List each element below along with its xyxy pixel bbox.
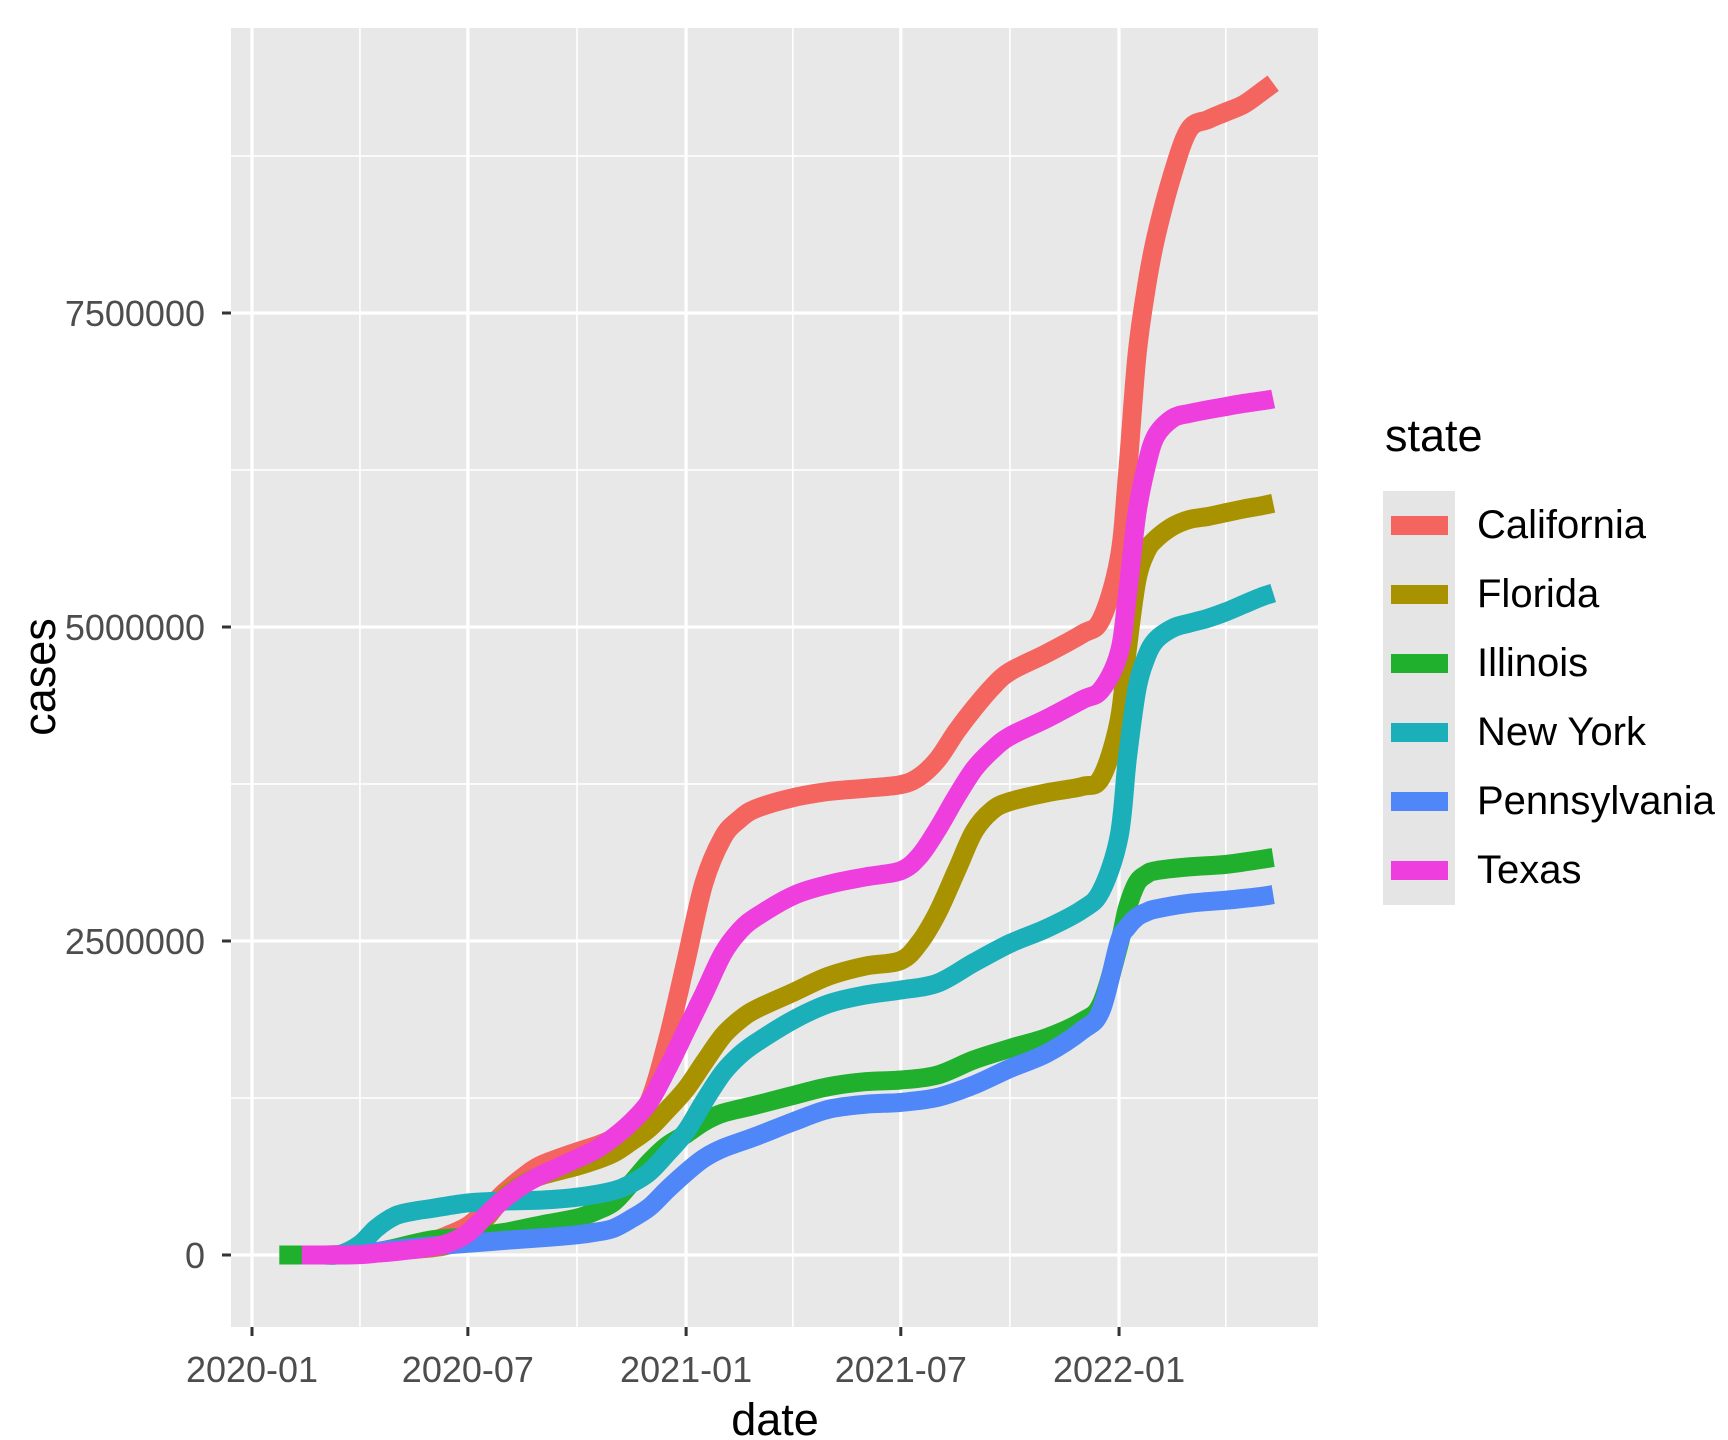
legend-swatch: [1390, 516, 1448, 535]
legend-key: [1383, 767, 1455, 836]
legend-key: [1383, 491, 1455, 560]
legend-key: [1383, 629, 1455, 698]
legend-item-california: California: [1383, 491, 1715, 560]
y-tick-label: 2500000: [65, 921, 205, 962]
legend-swatch: [1390, 654, 1448, 673]
legend-item-florida: Florida: [1383, 560, 1715, 629]
x-axis-title: date: [731, 1394, 819, 1440]
y-tick-label: 7500000: [65, 293, 205, 334]
legend-label: Florida: [1477, 572, 1600, 616]
legend-label: Texas: [1477, 848, 1582, 892]
legend-label: Pennsylvania: [1477, 779, 1715, 823]
x-tick-label: 2021-07: [835, 1349, 967, 1390]
series-line-pennsylvania: [328, 885, 1275, 1265]
legend-label: Illinois: [1477, 641, 1589, 685]
y-tick-label: 5000000: [65, 607, 205, 648]
legend-swatch: [1390, 585, 1448, 604]
x-tick-label: 2020-07: [402, 1349, 534, 1390]
legend: state California Florida Illinois New York P…: [1383, 413, 1715, 905]
legend-key: [1383, 836, 1455, 905]
y-tick-label: 0: [185, 1235, 205, 1276]
legend-items: California Florida Illinois New York Pennsyl…: [1383, 491, 1715, 905]
legend-label: New York: [1477, 710, 1646, 754]
legend-item-new-york: New York: [1383, 698, 1715, 767]
x-tick-label: 2022-01: [1053, 1349, 1185, 1390]
legend-title: state: [1385, 410, 1483, 461]
legend-swatch: [1390, 723, 1448, 742]
legend-swatch: [1390, 792, 1448, 811]
series-line-texas: [301, 389, 1276, 1265]
x-tick-label: 2021-01: [620, 1349, 752, 1390]
legend-key: [1383, 698, 1455, 767]
legend-swatch: [1390, 861, 1448, 880]
legend-key: [1383, 560, 1455, 629]
x-tick-label: 2020-01: [186, 1349, 318, 1390]
y-axis-title: cases: [14, 618, 65, 736]
legend-item-illinois: Illinois: [1383, 629, 1715, 698]
legend-item-pennsylvania: Pennsylvania: [1383, 767, 1715, 836]
series-line-new-york: [322, 584, 1277, 1265]
legend-item-texas: Texas: [1383, 836, 1715, 905]
legend-label: California: [1477, 503, 1646, 547]
